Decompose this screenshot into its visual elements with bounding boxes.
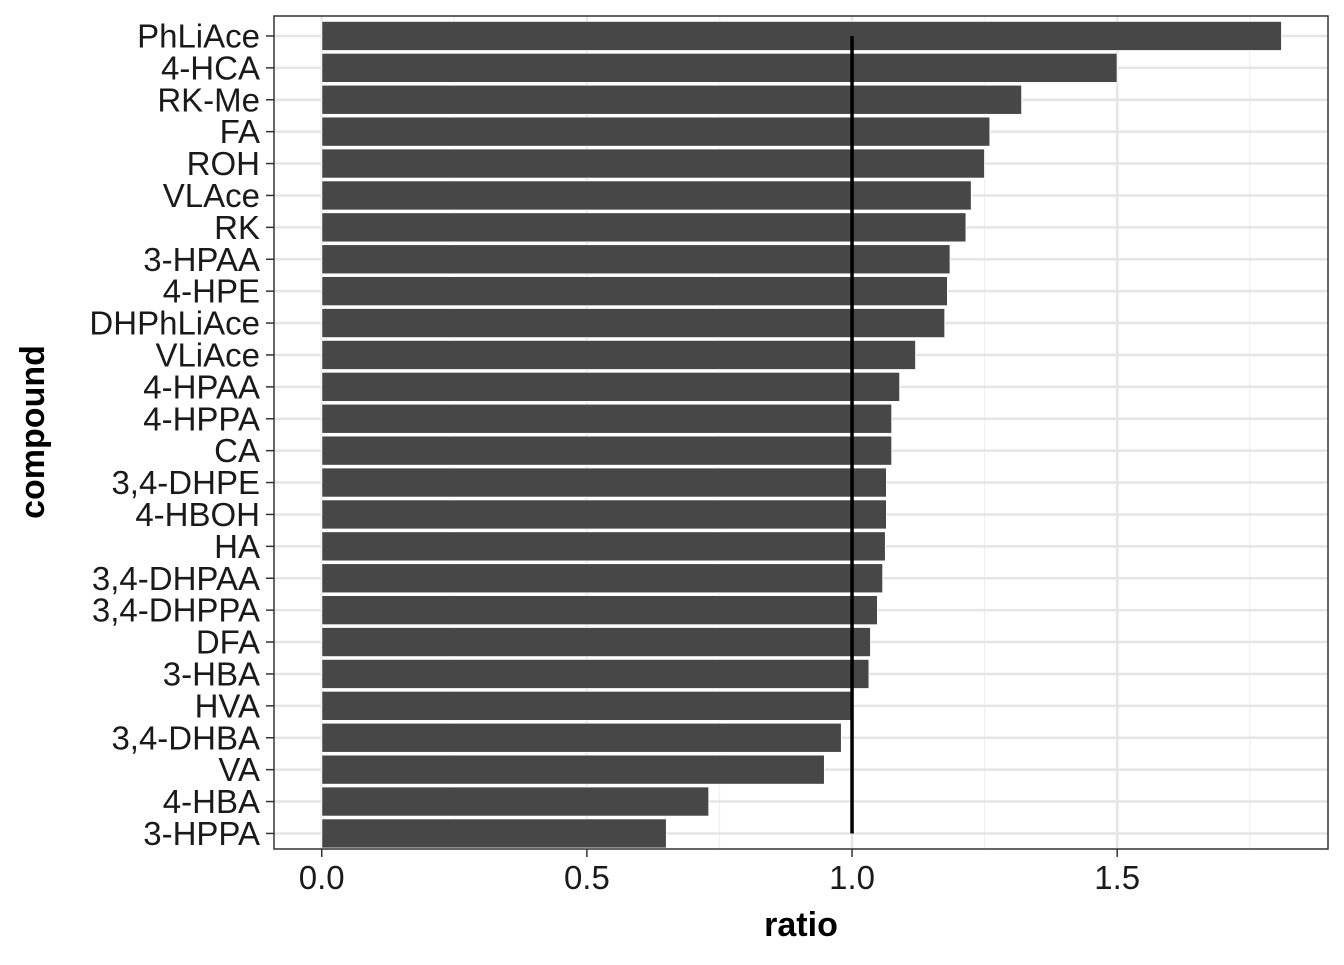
x-tick-label: 0.0 — [299, 859, 345, 896]
bar-DHPhLiAce — [321, 307, 946, 339]
y-tick-label: 3,4-DHPPA — [92, 592, 260, 629]
y-tick-label: 4-HPAA — [143, 368, 260, 405]
y-tick-label: 4-HPPA — [143, 400, 260, 437]
bar-3,4-DHPPA — [321, 594, 878, 626]
y-tick-label: VLiAce — [155, 336, 260, 373]
x-axis: 0.0 0.5 1.0 1.5 — [299, 849, 1140, 896]
y-tick-label: 3,4-DHBA — [111, 719, 260, 756]
bar-4-HPPA — [321, 403, 893, 434]
y-tick-label: DFA — [196, 624, 260, 661]
y-axis-title: compound — [14, 345, 52, 519]
bar-3,4-DHPE — [321, 467, 888, 498]
bar-PhLiAce — [321, 20, 1283, 52]
bar-VLAce — [321, 180, 972, 211]
bar-VA — [321, 754, 825, 785]
y-tick-label: 4-HBOH — [135, 496, 260, 533]
y-tick-label: HA — [214, 528, 260, 565]
bar-4-HPE — [321, 275, 948, 307]
bar-ROH — [321, 148, 986, 179]
bar-3,4-DHBA — [321, 722, 842, 753]
y-tick-label: 4-HPE — [163, 273, 260, 310]
y-tick-label: VLAce — [163, 177, 260, 214]
bar-4-HBA — [321, 786, 710, 817]
bars — [321, 20, 1283, 849]
bar-3-HPPA — [321, 818, 667, 849]
y-tick-label: 3-HPAA — [143, 241, 260, 278]
bar-3-HPAA — [321, 244, 951, 275]
x-axis-title: ratio — [764, 906, 838, 944]
y-tick-label: ROH — [187, 145, 260, 182]
y-tick-label: RK — [214, 209, 260, 246]
y-tick-label: VA — [218, 751, 260, 788]
bar-3-HBA — [321, 658, 870, 690]
y-tick-label: CA — [214, 432, 260, 469]
bar-DFA — [321, 626, 872, 658]
y-axis: PhLiAce4-HCARK-MeFAROHVLAceRK3-HPAA4-HPE… — [89, 17, 274, 852]
y-tick-label: 4-HBA — [163, 783, 260, 820]
y-tick-label: 3-HBA — [163, 655, 260, 692]
bar-VLiAce — [321, 339, 917, 371]
y-tick-label: RK-Me — [157, 81, 260, 118]
bar-CA — [321, 435, 893, 466]
bar-FA — [321, 116, 991, 147]
y-tick-label: 4-HCA — [161, 49, 260, 86]
x-tick-label: 0.5 — [564, 859, 610, 896]
bar-HA — [321, 531, 886, 562]
bar-RK-Me — [321, 84, 1023, 115]
y-tick-label: FA — [220, 113, 260, 150]
y-tick-label: HVA — [195, 687, 260, 724]
x-tick-label: 1.0 — [829, 859, 875, 896]
bar-RK — [321, 212, 967, 243]
panel-border — [273, 15, 1329, 850]
bar-HVA — [321, 690, 852, 722]
y-tick-label: 3,4-DHPAA — [92, 560, 260, 597]
bar-4-HBOH — [321, 499, 888, 530]
x-tick-label: 1.5 — [1094, 859, 1140, 896]
bar-3,4-DHPAA — [321, 563, 884, 594]
bar-4-HCA — [321, 52, 1118, 84]
bar-4-HPAA — [321, 371, 901, 403]
y-tick-label: 3-HPPA — [143, 815, 260, 852]
y-tick-label: PhLiAce — [137, 17, 260, 54]
y-tick-label: 3,4-DHPE — [111, 464, 260, 501]
y-tick-label: DHPhLiAce — [89, 305, 260, 342]
